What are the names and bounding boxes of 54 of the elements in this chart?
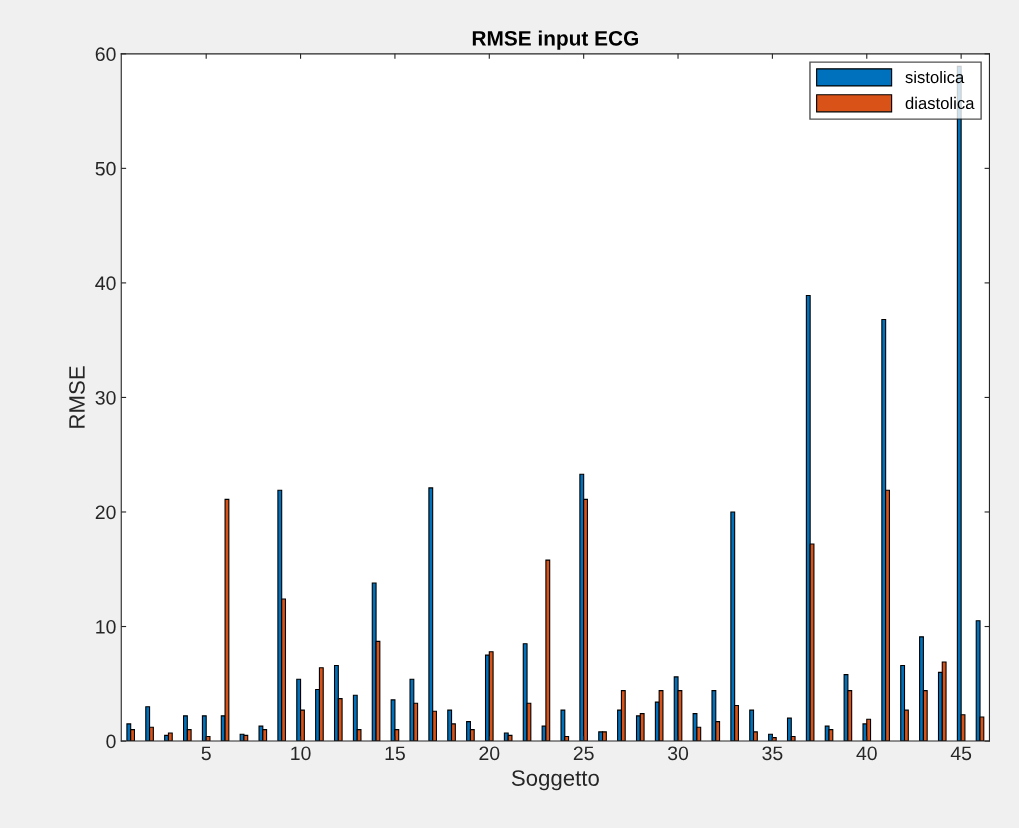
bar [919,636,924,742]
bar [545,559,551,742]
bar [658,690,664,742]
bar [828,729,834,742]
y-tick-label: 60 [95,47,116,62]
y-tick-label: 10 [96,619,116,634]
bar [390,699,396,742]
bar [167,732,173,742]
bar [201,715,207,742]
chart-title: RMSE input ECG [472,30,638,50]
bar [145,706,151,742]
y-tick-label: 50 [95,161,116,176]
y-tick-label: 0 [106,734,116,749]
bar [262,729,268,742]
bar [866,718,872,742]
bar [447,709,453,742]
bar [941,661,947,742]
y-tick-label: 40 [95,276,116,291]
bar [333,664,339,742]
bar [786,717,792,742]
bar [843,674,849,742]
x-tick-label: 30 [667,746,689,761]
bar [749,709,755,742]
y-tick-label: 20 [95,505,116,520]
bar [620,690,626,742]
bar [692,713,698,742]
bar [560,709,566,742]
bar [224,498,230,742]
bar [639,713,645,742]
x-tick-label: 20 [479,746,500,761]
legend-label: sistolica [905,70,965,84]
y-axis-title: RMSE [69,366,85,428]
x-tick-label: 5 [201,746,211,761]
x-tick-label: 25 [573,746,594,761]
x-tick-label: 10 [291,746,311,761]
legend-label: diastolica [905,96,975,110]
bar [881,318,887,742]
x-tick-label: 35 [762,746,783,761]
bar [318,667,324,742]
bar [975,620,981,742]
bar [488,651,494,742]
x-tick-label: 40 [856,746,877,761]
bar [900,664,906,742]
bar [277,489,283,742]
x-tick-label: 15 [385,746,405,761]
bar [428,487,434,742]
bar [182,715,188,742]
bar [730,511,736,742]
x-axis-title: Soggetto [511,770,599,791]
y-tick-label: 30 [95,390,116,405]
bar [352,694,358,742]
x-tick-label: 45 [950,746,972,761]
bar [296,678,302,742]
bar [711,690,717,742]
